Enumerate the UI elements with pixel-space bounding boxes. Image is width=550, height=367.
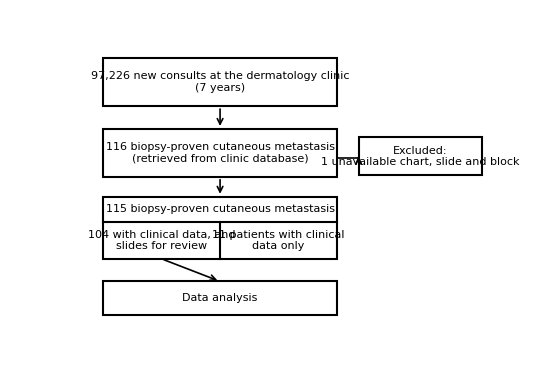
Bar: [103, 129, 337, 177]
Text: Excluded:
1 unavailable chart, slide and block: Excluded: 1 unavailable chart, slide and…: [321, 146, 520, 167]
Text: Data analysis: Data analysis: [183, 293, 258, 304]
Text: 104 with clinical data, and
slides for review: 104 with clinical data, and slides for r…: [87, 230, 235, 251]
Text: 115 biopsy-proven cutaneous metastasis: 115 biopsy-proven cutaneous metastasis: [106, 204, 334, 214]
Bar: [359, 137, 482, 175]
Bar: [103, 58, 337, 106]
Text: 116 biopsy-proven cutaneous metastasis
(retrieved from clinic database): 116 biopsy-proven cutaneous metastasis (…: [106, 142, 334, 164]
Text: 11 patients with clinical
data only: 11 patients with clinical data only: [212, 230, 345, 251]
Text: 97,226 new consults at the dermatology clinic
(7 years): 97,226 new consults at the dermatology c…: [91, 72, 349, 93]
Bar: [103, 197, 337, 259]
Bar: [103, 281, 337, 315]
